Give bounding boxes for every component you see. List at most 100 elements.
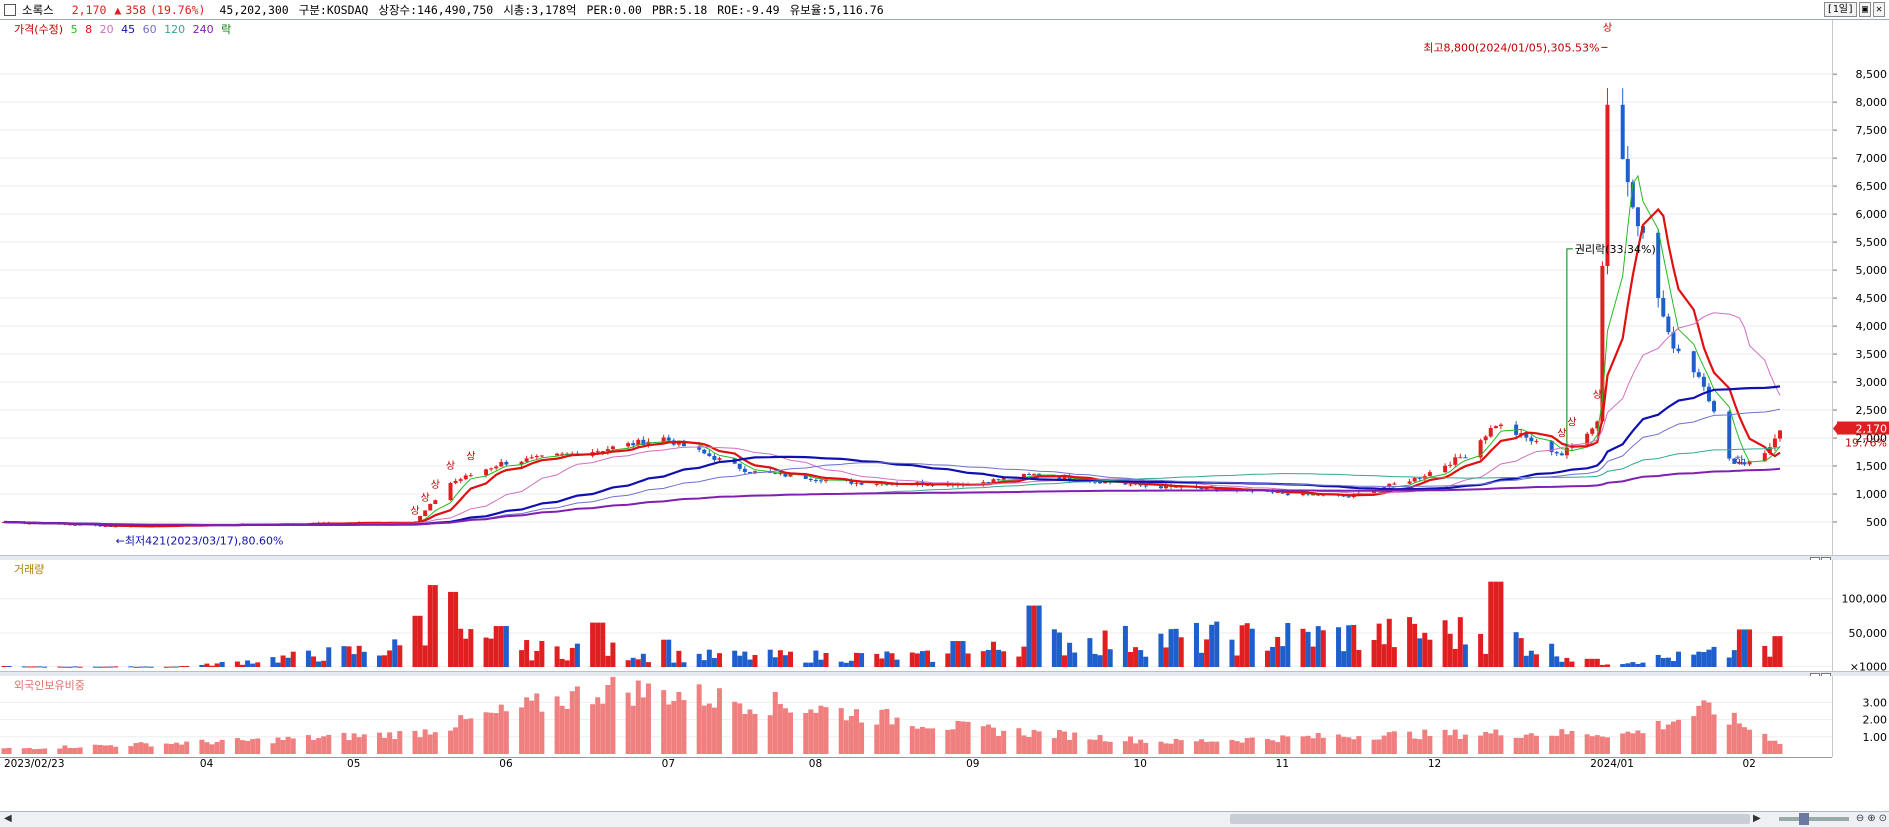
candle [1092,481,1097,483]
candle [1732,458,1737,464]
period-button[interactable]: [1일] [1823,2,1857,17]
candle [1301,492,1306,496]
candle [1463,457,1468,459]
foreign-bar [1305,735,1311,754]
candle [1524,433,1529,438]
volume-bar [1412,623,1418,667]
volume-bar [1407,617,1413,667]
foreign-bar [605,685,611,754]
volume-bar [919,651,925,667]
foreign-bar [1731,712,1737,754]
candle [1600,266,1605,422]
candle [1671,332,1676,349]
foreign-panel: 외국인보유비중 [0,676,1832,757]
candle [1585,433,1590,445]
foreign-bar [1315,733,1321,754]
foreign-bar [823,707,829,754]
foreign-bar [1478,735,1484,754]
y-tick-label: 4,000 [1856,320,1888,333]
zoom-out-icon[interactable]: ⊖ [1855,813,1865,824]
scroll-thumb[interactable] [1230,814,1750,824]
y-tick-label: 100,000 [1842,593,1888,606]
candle [783,473,788,477]
volume-bar [1741,629,1747,667]
ma45-legend: 45 [121,23,136,36]
candle [986,482,991,484]
foreign-bar [1422,729,1428,754]
volume-bar [838,661,844,667]
candle [1666,316,1671,333]
volume-bar [412,615,418,667]
candle [788,474,793,477]
foreign-bar [113,746,119,754]
zoom-knob[interactable] [1798,812,1809,825]
foreign-bar [1173,738,1179,754]
volume-bar [92,666,98,668]
foreign-bar [554,696,560,754]
candle [27,523,32,525]
window-restore-icon[interactable]: ▣ [1858,2,1871,17]
foreign-bar [1772,740,1778,754]
zoom-slider[interactable] [1778,812,1849,825]
candle [534,455,539,458]
volume-bar [742,651,748,667]
candle [661,437,666,442]
volume-bar [767,649,773,667]
volume-bar [1280,646,1286,667]
chart-scrollbar[interactable]: ◀ ▶ ⊖ ⊕ ⊙ [0,811,1889,827]
volume-bar [1442,620,1448,667]
candle [98,525,103,527]
foreign-bar [77,747,83,754]
candle [1625,159,1630,183]
foreign-bar [701,705,707,754]
roe-value: ROE:-9.49 [717,2,780,17]
foreign-bar [361,734,367,754]
volume-bar [782,655,788,667]
ma120-legend: 120 [164,23,186,36]
foreign-bar [1209,741,1215,754]
candle [1701,376,1706,387]
foreign-bar [209,744,215,754]
volume-bar [1584,658,1590,667]
foreign-bar [711,707,717,754]
zoom-reset-icon[interactable]: ⊙ [1878,813,1887,824]
foreign-bar [671,701,677,754]
foreign-bar [524,697,530,754]
candle [428,503,433,511]
y-tick-label: 2,000 [1856,432,1888,445]
volume-bar [1097,655,1103,667]
y-tick-label: 7,500 [1856,124,1888,137]
volume-bar [1092,653,1098,667]
rights-marker-line [1566,248,1573,450]
foreign-bar [128,746,134,754]
candle [1488,428,1493,437]
candle [854,482,859,484]
volume-bar [1026,605,1032,667]
volume-bar [483,637,489,667]
volume-bar [1630,662,1636,667]
foreign-bar [1270,740,1276,754]
window-close-icon[interactable]: ✕ [1872,2,1885,17]
foreign-bar [1549,735,1555,754]
volume-bar [1452,648,1458,667]
volume-bar [848,660,854,667]
foreign-bar [1589,736,1595,754]
volume-bar [996,649,1002,667]
foreign-bar [874,724,880,754]
volume-bar [1341,651,1347,667]
scroll-left-icon[interactable]: ◀ [4,813,12,824]
volume-bar [1178,637,1184,667]
foreign-bar [1640,733,1646,754]
scroll-right-icon[interactable]: ▶ [1753,813,1761,824]
foreign-bar [311,739,317,754]
foreign-bar [1513,737,1519,754]
volume-bar [316,661,322,667]
foreign-bar [1341,736,1347,754]
zoom-in-icon[interactable]: ⊕ [1867,813,1876,824]
volume-bar [1249,628,1255,667]
foreign-bar [884,708,890,754]
foreign-bar [1239,742,1245,754]
foreign-bar [1249,737,1255,754]
select-checkbox[interactable] [4,3,16,16]
foreign-bar [37,748,43,754]
